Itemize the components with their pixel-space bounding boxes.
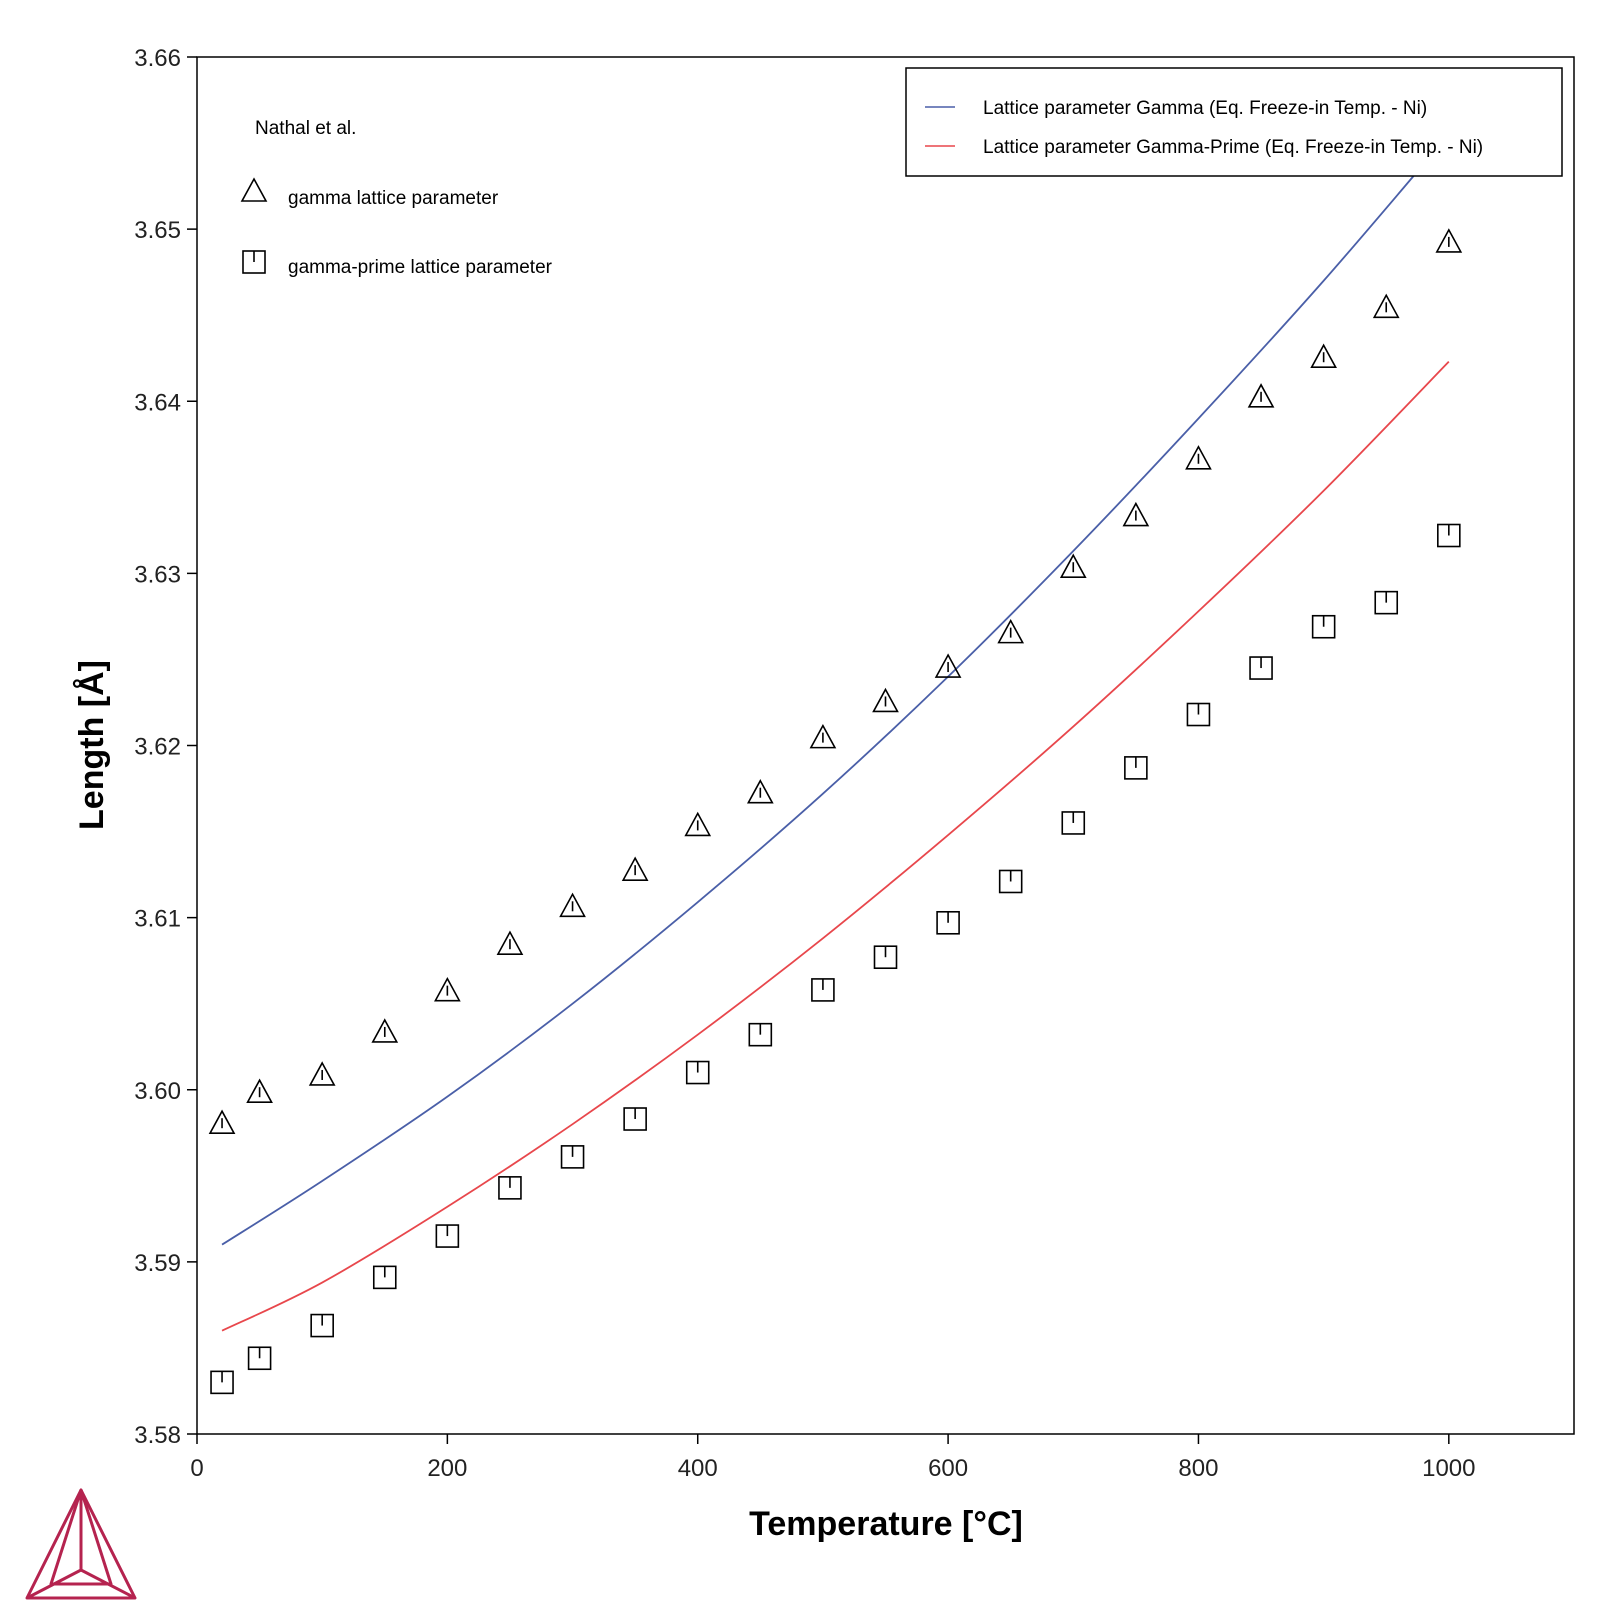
triangle-marker (208, 1109, 236, 1134)
x-tick-label: 800 (1178, 1455, 1218, 1482)
triangle-marker (496, 930, 524, 955)
triangle-marker (1059, 553, 1087, 579)
square-marker (1374, 590, 1399, 615)
triangle-marker (371, 1018, 399, 1043)
triangle-marker (1435, 228, 1463, 253)
triangle-marker (684, 811, 712, 837)
square-marker (310, 1313, 334, 1338)
y-axis-title: Length [Å] (73, 660, 111, 830)
triangle-marker (308, 1061, 336, 1086)
thermo-calc-triangle-logo (25, 1488, 137, 1600)
x-axis-title: Temperature [°C] (749, 1505, 1023, 1543)
square-marker (1124, 756, 1148, 780)
y-tick-label: 3.65 (134, 217, 181, 244)
triangle-marker (1122, 501, 1150, 527)
x-tick-label: 0 (190, 1455, 203, 1482)
series-line-0 (221, 133, 1450, 1246)
square-marker (1311, 614, 1336, 639)
data-legend: Nathal et al. gamma lattice parameter ga… (240, 118, 553, 278)
x-tick-label: 400 (678, 1455, 718, 1482)
legend-square-marker (242, 250, 266, 274)
triangle-marker (997, 618, 1025, 644)
square-marker (247, 1346, 272, 1371)
triangle-marker (621, 856, 649, 881)
y-tick-label: 3.63 (134, 561, 181, 588)
x-tick-label: 600 (928, 1455, 968, 1482)
square-marker (560, 1145, 585, 1169)
legend-triangle-marker (240, 177, 268, 202)
legend-label-gamma-prime-data: gamma-prime lattice parameter (288, 257, 553, 278)
square-marker (1186, 702, 1211, 727)
series-line-1 (221, 361, 1450, 1332)
triangle-marker (434, 976, 461, 1002)
square-marker (811, 978, 835, 1002)
line-legend: Lattice parameter Gamma (Eq. Freeze-in T… (905, 67, 1563, 177)
y-tick-label: 3.60 (134, 1078, 181, 1105)
triangle-marker (872, 687, 899, 713)
legend-label-gamma-data: gamma lattice parameter (288, 188, 499, 209)
y-tick-label: 3.62 (134, 734, 181, 761)
triangle-marker (934, 653, 962, 678)
y-tick-label: 3.66 (134, 45, 181, 72)
series-lines (221, 133, 1450, 1332)
square-marker (623, 1107, 647, 1131)
legend-label-gamma: Lattice parameter Gamma (Eq. Freeze-in T… (983, 98, 1427, 119)
series-markers (208, 228, 1463, 1395)
x-tick-label: 200 (427, 1455, 467, 1482)
data-legend-title: Nathal et al. (255, 118, 356, 139)
x-tick-label: 1000 (1422, 1455, 1475, 1482)
line-legend-box (905, 67, 1563, 177)
square-marker (498, 1176, 522, 1200)
square-marker (435, 1224, 460, 1248)
y-tick-label: 3.59 (134, 1250, 181, 1277)
square-marker (1061, 811, 1086, 835)
square-marker (372, 1265, 397, 1290)
triangle-marker (809, 723, 837, 749)
triangle-marker (746, 779, 774, 804)
y-tick-label: 3.58 (134, 1422, 181, 1449)
square-marker (210, 1370, 234, 1395)
triangle-marker (246, 1078, 273, 1103)
triangle-marker (1310, 343, 1337, 369)
square-marker (998, 869, 1023, 894)
square-marker (1437, 523, 1461, 548)
triangle-marker (1185, 445, 1212, 470)
triangle-marker (1372, 293, 1400, 319)
square-marker (685, 1060, 710, 1085)
y-tick-label: 3.64 (134, 389, 181, 416)
y-tick-label: 3.61 (134, 906, 181, 933)
triangle-marker (559, 892, 586, 918)
square-marker (873, 945, 898, 970)
axis-ticks: 0 200 400 600 800 1000 3.58 3.59 3.60 3.61 3.62 3.6… (134, 45, 1475, 1482)
triangle-marker (1247, 383, 1275, 408)
square-marker (936, 910, 960, 935)
square-marker (748, 1022, 773, 1047)
square-marker (1249, 656, 1273, 680)
legend-label-gamma-prime: Lattice parameter Gamma-Prime (Eq. Freez… (983, 137, 1483, 158)
